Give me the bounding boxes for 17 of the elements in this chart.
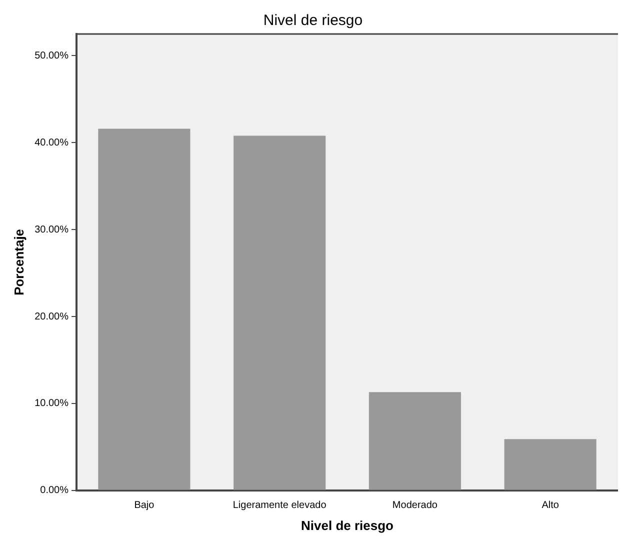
x-tick-label: Moderado [392,500,438,512]
bar [234,136,326,490]
y-tick-label: 20.00% [34,311,69,322]
x-axis-title: Nivel de riesgo [301,518,394,533]
bar [98,128,190,490]
x-tick-label: Ligeramente elevado [232,500,327,512]
x-tick-label: Bajo [134,500,155,512]
y-tick-label: 10.00% [34,398,69,410]
chart-title: Nivel de riesgo [263,12,363,30]
y-axis-title: Porcentaje [11,228,26,296]
bar [368,392,461,490]
y-tick-label: 30.00% [34,224,69,236]
y-tick-label: 40.00% [34,137,69,148]
bar [504,439,596,490]
y-tick-label: 0.00% [40,485,69,496]
y-tick-label: 50.00% [34,50,69,62]
x-tick-label: Alto [542,500,560,512]
